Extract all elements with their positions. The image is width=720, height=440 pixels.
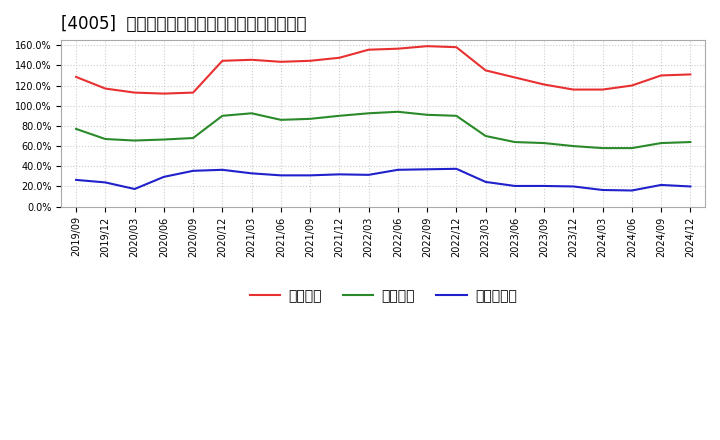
流動比率	[247, 57, 256, 62]
現預金比率	[569, 184, 577, 189]
現預金比率	[276, 173, 285, 178]
Text: [4005]  流動比率、当座比率、現預金比率の推移: [4005] 流動比率、当座比率、現預金比率の推移	[61, 15, 307, 33]
現預金比率	[130, 187, 139, 192]
現預金比率	[72, 177, 81, 183]
流動比率	[276, 59, 285, 64]
現預金比率	[423, 167, 431, 172]
現預金比率	[686, 184, 695, 189]
流動比率	[101, 86, 109, 91]
当座比率	[72, 126, 81, 132]
当座比率	[628, 146, 636, 151]
Line: 現預金比率: 現預金比率	[76, 169, 690, 191]
流動比率	[657, 73, 665, 78]
当座比率	[364, 110, 373, 116]
当座比率	[481, 133, 490, 139]
当座比率	[160, 137, 168, 142]
当座比率	[189, 136, 197, 141]
Legend: 流動比率, 当座比率, 現預金比率: 流動比率, 当座比率, 現預金比率	[244, 283, 523, 308]
流動比率	[160, 91, 168, 96]
流動比率	[481, 68, 490, 73]
現預金比率	[218, 167, 227, 172]
流動比率	[540, 82, 549, 87]
現預金比率	[335, 172, 343, 177]
現預金比率	[598, 187, 607, 193]
流動比率	[218, 58, 227, 63]
現預金比率	[510, 183, 519, 189]
当座比率	[218, 113, 227, 118]
当座比率	[247, 110, 256, 116]
現預金比率	[306, 173, 315, 178]
流動比率	[510, 75, 519, 80]
現預金比率	[452, 166, 461, 172]
当座比率	[276, 117, 285, 122]
流動比率	[72, 74, 81, 80]
現預金比率	[657, 182, 665, 187]
当座比率	[598, 146, 607, 151]
現預金比率	[540, 183, 549, 189]
流動比率	[306, 58, 315, 63]
流動比率	[364, 47, 373, 52]
流動比率	[130, 90, 139, 95]
当座比率	[130, 138, 139, 143]
流動比率	[189, 90, 197, 95]
Line: 当座比率: 当座比率	[76, 112, 690, 148]
当座比率	[101, 136, 109, 142]
当座比率	[394, 109, 402, 114]
流動比率	[452, 44, 461, 50]
当座比率	[540, 140, 549, 146]
当座比率	[335, 113, 343, 118]
流動比率	[394, 46, 402, 51]
当座比率	[306, 116, 315, 121]
流動比率	[423, 44, 431, 49]
Line: 流動比率: 流動比率	[76, 46, 690, 94]
当座比率	[423, 112, 431, 117]
流動比率	[335, 55, 343, 60]
現預金比率	[394, 167, 402, 172]
流動比率	[569, 87, 577, 92]
現預金比率	[247, 171, 256, 176]
流動比率	[628, 83, 636, 88]
当座比率	[686, 139, 695, 145]
現預金比率	[189, 168, 197, 173]
当座比率	[657, 140, 665, 146]
流動比率	[598, 87, 607, 92]
現預金比率	[364, 172, 373, 177]
当座比率	[510, 139, 519, 145]
現預金比率	[101, 180, 109, 185]
当座比率	[452, 113, 461, 118]
当座比率	[569, 143, 577, 149]
現預金比率	[628, 188, 636, 193]
現預金比率	[160, 174, 168, 180]
流動比率	[686, 72, 695, 77]
現預金比率	[481, 179, 490, 184]
